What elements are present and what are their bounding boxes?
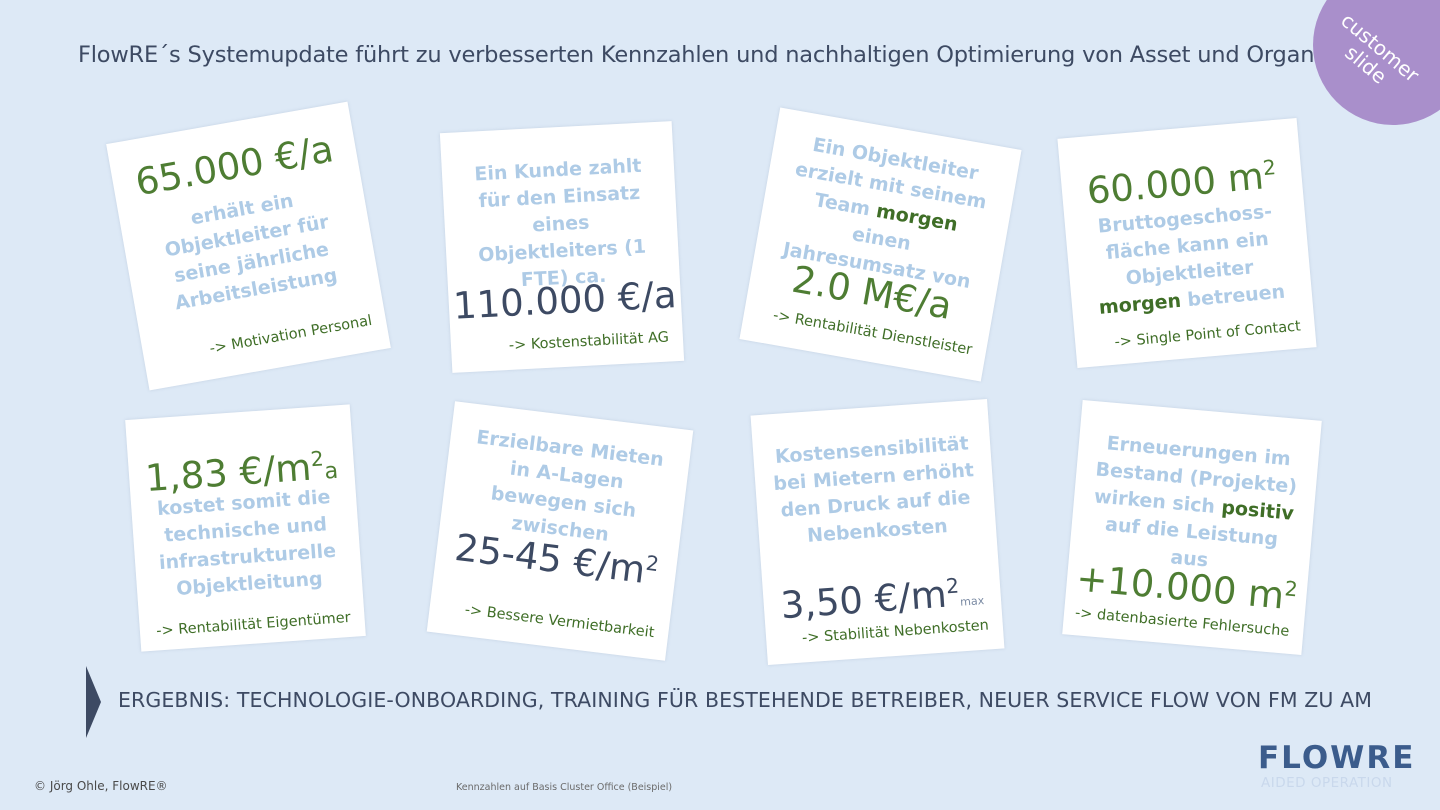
card-service-charges: Kostensensibilität bei Mietern erhöht de…	[750, 399, 1005, 665]
card-renewals: Erneuerungen im Bestand (Projekte) wirke…	[1062, 399, 1322, 656]
highlight-positiv: positiv	[1220, 496, 1295, 525]
highlight-morgen: morgen	[1098, 289, 1182, 319]
card-footer: -> Kostenstabilität AG	[508, 329, 670, 354]
result-statement: ERGEBNIS: TECHNOLOGIE-ONBOARDING, TRAINI…	[118, 688, 1373, 712]
card-text: kostet somit die technische und infrastr…	[156, 486, 337, 600]
card-rent: Erzielbare Mieten in A-Lagen bewegen sic…	[426, 401, 694, 661]
card-text: Kostensensibilität bei Mietern erhöht de…	[772, 432, 975, 547]
copyright: © Jörg Ohle, FlowRE®	[34, 779, 168, 793]
logo-tagline: AIDED OPERATION	[1261, 775, 1393, 791]
card-salary: 65.000 €/a erhält ein Objektleiter für s…	[106, 101, 391, 391]
card-customer-cost: Ein Kunde zahlt für den Einsatz eines Ob…	[439, 121, 685, 373]
card-cost-per-m2: 1,83 €/m2a kostet somit die technische u…	[125, 404, 366, 652]
card-footer: -> Single Point of Contact	[1113, 318, 1302, 351]
footnote: Kennzahlen auf Basis Cluster Office (Bei…	[456, 782, 673, 793]
card-footer: -> Bessere Vermietbarkeit	[463, 602, 656, 642]
card-revenue: Ein Objektleiter erzielt mit seinem Team…	[739, 107, 1022, 382]
card-floor-area: 60.000 m2 Bruttogeschoss-fläche kann ein…	[1057, 117, 1317, 369]
card-footer: -> Rentabilität Eigentümer	[155, 609, 352, 640]
slide-title: FlowRE´s Systemupdate führt zu verbesser…	[78, 42, 1388, 68]
card-footer: -> Motivation Personal	[208, 312, 374, 358]
flowre-logo: FLOWRE	[1258, 740, 1416, 776]
result-arrow-icon	[86, 666, 101, 738]
card-text: Bruttogeschoss-fläche kann ein Objektlei…	[1096, 200, 1286, 319]
